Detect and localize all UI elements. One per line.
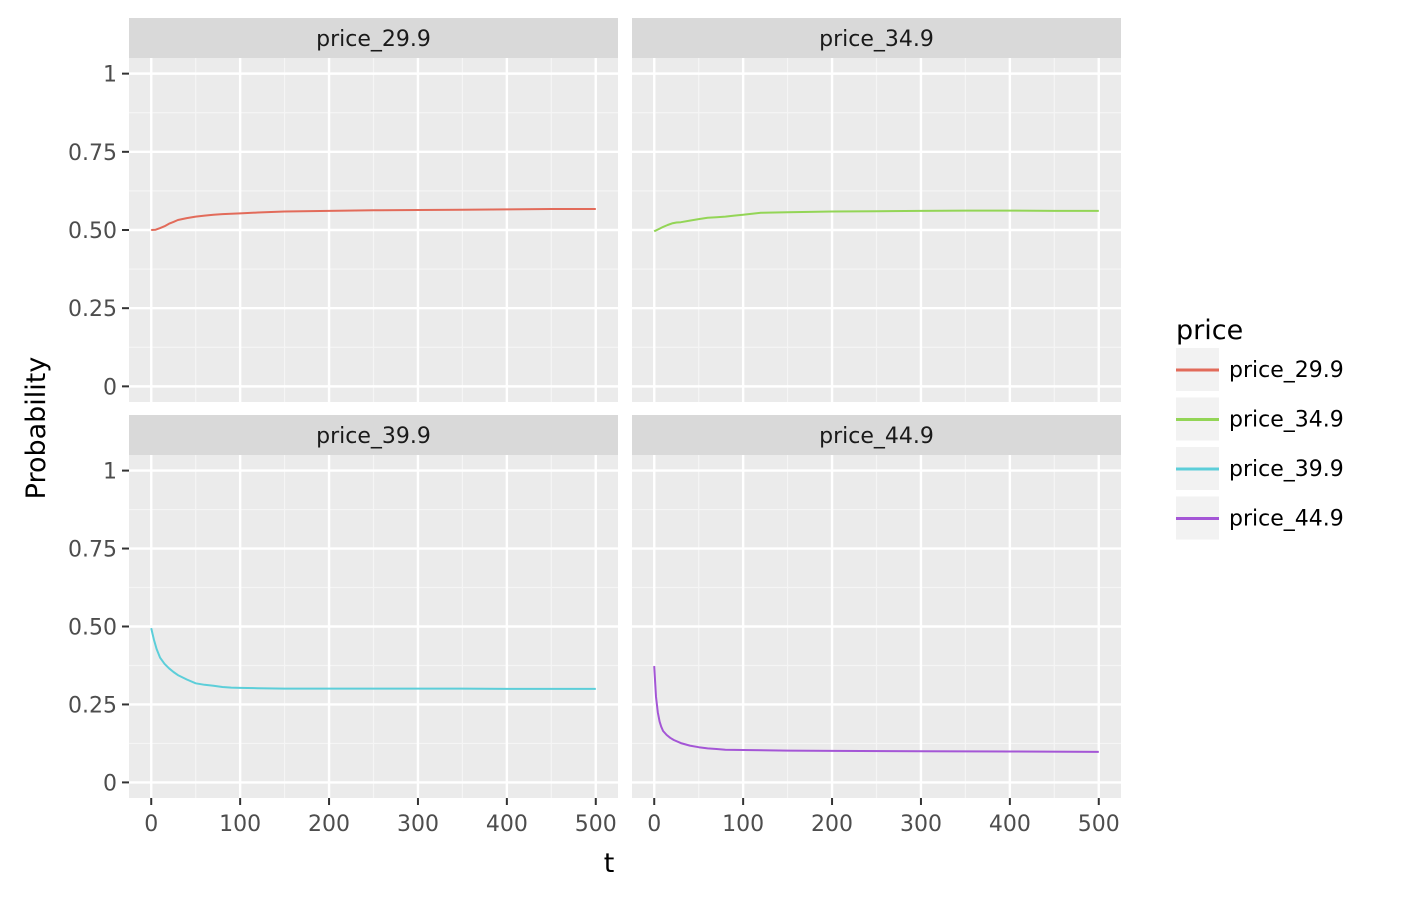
facet-strip-label: price_44.9 (819, 424, 934, 449)
series-line-price_29-9 (151, 208, 596, 231)
y-tick-label: 0.25 (68, 693, 117, 718)
facet-strip-label: price_39.9 (316, 424, 431, 449)
facet-panel: price_34.9 (632, 18, 1121, 402)
axes: 0 0.25 0.50 0.75 1 0 0.25 0.50 0.75 1 0 100 200 300 40… (68, 63, 1120, 837)
facet-strip-label: price_34.9 (819, 27, 934, 52)
legend-title: price (1176, 315, 1243, 346)
facet-panel: price_44.9 (632, 415, 1121, 798)
facet-panels: price_29.9 price_34.9 price_39.9 price_44.9 (129, 18, 1121, 798)
series-line-price_39-9 (150, 627, 596, 690)
legend-entry: price_44.9 (1176, 496, 1344, 540)
legend-label: price_29.9 (1229, 358, 1344, 383)
x-tick-label: 100 (219, 812, 261, 837)
y-tick-label: 0.75 (68, 141, 117, 166)
y-tick-label: 1 (103, 63, 117, 88)
legend-label: price_34.9 (1229, 408, 1344, 433)
y-tick-label: 0 (103, 771, 117, 796)
x-tick-label: 300 (900, 812, 942, 837)
y-axis-title: Probability (21, 357, 52, 500)
x-tick-label: 400 (989, 812, 1031, 837)
facet-strip (129, 18, 618, 58)
series-line-price_44-9 (653, 666, 1099, 753)
x-tick-label: 500 (575, 812, 617, 837)
facet-strip-label: price_29.9 (316, 27, 431, 52)
legend: price price_29.9 price_34.9 price_39.9pric… (1176, 315, 1344, 540)
x-tick-label: 100 (722, 812, 764, 837)
facet-strip (632, 415, 1121, 455)
facet-panel: price_29.9 (129, 18, 618, 402)
y-tick-label: 0.25 (68, 297, 117, 322)
x-tick-label: 0 (647, 812, 661, 837)
x-tick-label: 300 (397, 812, 439, 837)
facet-strip (129, 415, 618, 455)
legend-label: price_44.9 (1229, 507, 1344, 532)
facet-strip (632, 18, 1121, 58)
legend-entry: price_39.9 (1176, 447, 1344, 490)
x-tick-label: 400 (486, 812, 528, 837)
x-tick-label: 200 (811, 812, 853, 837)
y-tick-label: 0.75 (68, 538, 117, 563)
y-tick-label: 0 (103, 375, 117, 400)
x-axis-title: t (604, 848, 615, 879)
legend-label: price_39.9 (1229, 457, 1344, 482)
legend-entry: price_29.9 (1176, 348, 1344, 391)
series-line-price_34-9 (653, 209, 1099, 233)
x-tick-label: 200 (308, 812, 350, 837)
facet-panel: price_39.9 (129, 415, 618, 798)
y-tick-label: 0.50 (68, 219, 117, 244)
y-tick-label: 0.50 (68, 616, 117, 641)
x-tick-label: 0 (144, 812, 158, 837)
x-tick-label: 500 (1078, 812, 1120, 837)
y-tick-label: 1 (103, 460, 117, 485)
legend-entry: price_34.9 (1176, 397, 1344, 441)
